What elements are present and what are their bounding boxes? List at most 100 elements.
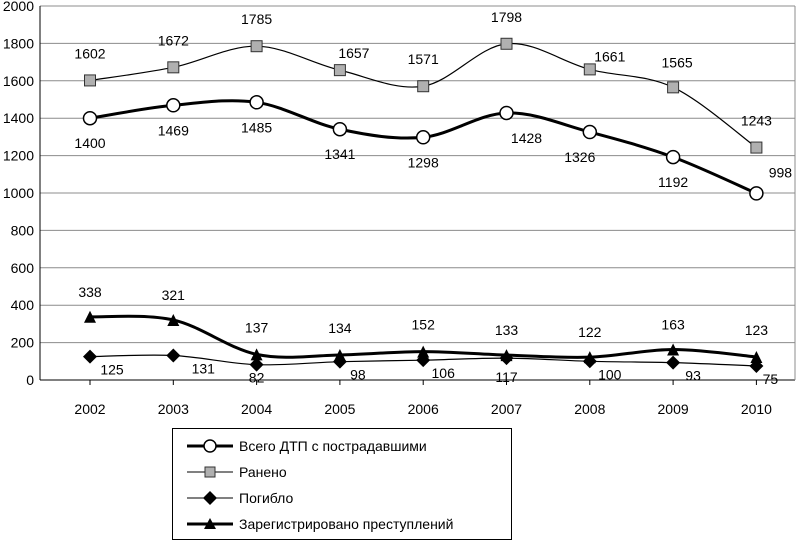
data-label-crimes: 321 bbox=[162, 287, 186, 303]
data-label-injured: 1657 bbox=[338, 45, 369, 61]
data-label-injured: 1661 bbox=[594, 48, 625, 64]
marker-crimes bbox=[500, 349, 513, 362]
marker-injured bbox=[333, 64, 346, 77]
data-label-crimes: 133 bbox=[495, 322, 519, 338]
legend-label: Ранено bbox=[239, 464, 287, 480]
data-label-total: 1485 bbox=[241, 119, 272, 135]
data-label-crimes: 137 bbox=[245, 319, 269, 335]
legend-item-total: Всего ДТП с пострадавшими bbox=[173, 435, 511, 457]
legend-item-injured: Ранено bbox=[173, 461, 511, 483]
marker-injured bbox=[250, 40, 263, 53]
data-labels: 1400 1469 1485 1341 1298 1428 1326 1192 998 1602 1… bbox=[74, 9, 792, 387]
legend-item-killed: Погибло bbox=[173, 487, 511, 509]
data-label-injured: 1602 bbox=[74, 45, 105, 61]
x-tick-label: 2009 bbox=[658, 401, 689, 417]
data-label-total: 998 bbox=[769, 164, 793, 180]
legend-swatch-square bbox=[187, 466, 233, 478]
marker-killed bbox=[83, 349, 97, 364]
marker-total bbox=[499, 105, 514, 121]
y-tick-label: 0 bbox=[26, 372, 34, 388]
data-label-killed: 82 bbox=[249, 370, 265, 386]
data-label-killed: 93 bbox=[685, 368, 701, 384]
data-label-total: 1400 bbox=[74, 135, 105, 151]
marker-total bbox=[166, 98, 181, 113]
marker-crimes bbox=[333, 348, 346, 361]
data-label-crimes: 134 bbox=[328, 320, 352, 336]
marker-crimes bbox=[583, 351, 596, 364]
data-label-crimes: 163 bbox=[661, 317, 685, 333]
legend-label: Всего ДТП с пострадавшими bbox=[239, 438, 427, 454]
data-label-injured: 1798 bbox=[491, 9, 522, 25]
line-chart: 0 200 400 600 800 1000 1200 1400 1600 1800 2000 20… bbox=[3, 0, 796, 417]
marker-crimes bbox=[417, 345, 430, 358]
data-label-killed: 117 bbox=[495, 369, 518, 385]
data-label-crimes: 122 bbox=[578, 324, 602, 340]
legend-swatch-circle bbox=[187, 439, 233, 453]
marker-total bbox=[749, 186, 764, 201]
series-line-total bbox=[89, 99, 757, 195]
x-tick-label: 2004 bbox=[241, 401, 272, 417]
series-markers bbox=[82, 37, 764, 373]
x-tick-label: 2007 bbox=[491, 401, 522, 417]
y-tick-label: 400 bbox=[11, 297, 35, 313]
data-label-total: 1298 bbox=[408, 154, 439, 170]
gridlines bbox=[40, 5, 795, 344]
data-label-total: 1192 bbox=[658, 174, 688, 190]
data-label-killed: 75 bbox=[763, 371, 779, 387]
marker-crimes bbox=[250, 348, 263, 361]
marker-injured bbox=[750, 141, 763, 154]
data-label-killed: 98 bbox=[350, 367, 366, 383]
marker-injured bbox=[500, 37, 513, 50]
marker-crimes bbox=[667, 343, 680, 356]
data-label-injured: 1672 bbox=[158, 32, 189, 48]
legend: Всего ДТП с пострадавшими Ранено Погибло… bbox=[172, 428, 512, 540]
legend-swatch-diamond bbox=[187, 491, 233, 505]
marker-killed bbox=[666, 355, 681, 370]
marker-injured bbox=[583, 63, 596, 76]
data-label-total: 1326 bbox=[564, 149, 595, 165]
axes bbox=[39, 6, 796, 385]
data-label-injured: 1571 bbox=[408, 51, 439, 67]
data-label-injured: 1243 bbox=[741, 113, 772, 129]
data-label-crimes: 338 bbox=[78, 284, 102, 300]
marker-total bbox=[82, 110, 98, 126]
y-tick-label: 1400 bbox=[3, 110, 34, 126]
marker-injured bbox=[417, 80, 430, 93]
marker-total bbox=[582, 124, 598, 140]
legend-item-crimes: Зарегистрировано преступлений bbox=[173, 513, 511, 535]
legend-label: Погибло bbox=[239, 490, 294, 506]
data-label-total: 1341 bbox=[324, 146, 355, 162]
marker-injured bbox=[667, 81, 680, 94]
data-label-killed: 131 bbox=[192, 361, 216, 377]
y-tick-label: 1600 bbox=[3, 73, 34, 89]
marker-total bbox=[415, 130, 431, 145]
data-label-injured: 1565 bbox=[662, 54, 693, 70]
y-tick-label: 1800 bbox=[3, 35, 34, 51]
x-tick-label: 2005 bbox=[324, 401, 355, 417]
x-tick-label: 2008 bbox=[574, 401, 605, 417]
y-tick-label: 800 bbox=[11, 222, 35, 238]
marker-total bbox=[332, 121, 348, 137]
y-tick-label: 2000 bbox=[3, 0, 34, 14]
y-axis-tick-labels: 0 200 400 600 800 1000 1200 1400 1600 1800 2000 bbox=[3, 0, 34, 388]
data-label-crimes: 123 bbox=[745, 322, 769, 338]
data-label-killed: 106 bbox=[432, 365, 456, 381]
x-tick-label: 2002 bbox=[74, 401, 105, 417]
y-tick-label: 1200 bbox=[3, 148, 34, 164]
data-label-injured: 1785 bbox=[241, 11, 272, 27]
marker-total bbox=[249, 95, 264, 110]
marker-crimes bbox=[167, 313, 180, 326]
marker-killed bbox=[249, 357, 264, 372]
data-label-crimes: 152 bbox=[412, 317, 436, 333]
data-label-total: 1428 bbox=[511, 130, 542, 146]
data-label-killed: 100 bbox=[598, 366, 622, 382]
x-tick-label: 2010 bbox=[741, 401, 772, 417]
x-tick-label: 2003 bbox=[158, 401, 189, 417]
y-tick-label: 1000 bbox=[3, 185, 34, 201]
legend-label: Зарегистрировано преступлений bbox=[239, 516, 454, 532]
y-tick-label: 200 bbox=[11, 335, 35, 351]
marker-crimes bbox=[750, 350, 763, 363]
y-tick-label: 600 bbox=[11, 260, 35, 276]
marker-total bbox=[665, 149, 681, 165]
data-label-total: 1469 bbox=[158, 122, 189, 138]
